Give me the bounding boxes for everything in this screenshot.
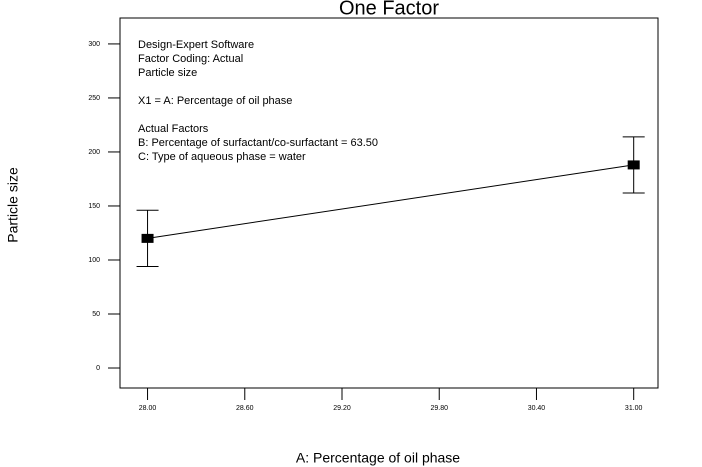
annotation: Actual Factors <box>138 123 209 135</box>
x-tick-label: 31.00 <box>625 405 643 412</box>
y-tick-label: 0 <box>96 365 100 372</box>
x-tick-label: 29.20 <box>333 405 351 412</box>
x-tick-label: 28.60 <box>236 405 254 412</box>
annotation: X1 = A: Percentage of oil phase <box>138 95 292 107</box>
annotation: Factor Coding: Actual <box>138 53 243 65</box>
y-axis-label: Particle size <box>5 167 21 243</box>
annotation: C: Type of aqueous phase = water <box>138 151 306 163</box>
y-tick-label: 250 <box>88 95 100 102</box>
x-tick-label: 28.00 <box>139 405 157 412</box>
line <box>147 164 634 239</box>
x-tick-label: 30.40 <box>528 405 546 412</box>
x-tick-label: 29.80 <box>430 405 448 412</box>
y-tick-label: 100 <box>88 257 100 264</box>
y-tick-label: 150 <box>88 203 100 210</box>
annotation: B: Percentage of surfactant/co-surfactan… <box>138 137 378 149</box>
annotation: Particle size <box>138 67 197 79</box>
y-tick-label: 200 <box>88 149 100 156</box>
plot-frame <box>119 17 659 389</box>
chart-title: One Factor <box>339 0 439 19</box>
y-tick-label: 50 <box>92 311 100 318</box>
marker <box>627 160 640 170</box>
x-axis-label: A: Percentage of oil phase <box>296 450 460 466</box>
y-tick-label: 300 <box>88 41 100 48</box>
marker <box>141 233 154 243</box>
annotation: Design-Expert Software <box>138 39 254 51</box>
